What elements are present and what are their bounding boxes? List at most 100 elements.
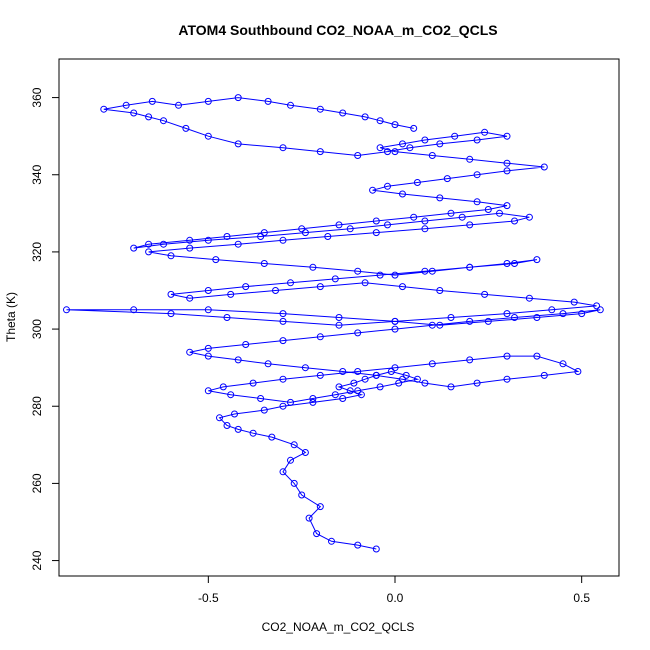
data-point: [484, 206, 492, 213]
data-point: [339, 395, 347, 402]
data-point: [223, 422, 231, 429]
data-point: [391, 271, 399, 279]
data-point: [436, 194, 444, 202]
data-point: [503, 159, 511, 167]
y-tick-label: 360: [30, 87, 44, 107]
data-point: [436, 287, 444, 294]
data-point: [466, 356, 474, 364]
data-point: [511, 260, 518, 267]
data-point: [357, 391, 365, 399]
data-point: [451, 132, 459, 140]
data-point: [279, 337, 287, 345]
data-point: [167, 290, 175, 298]
data-point: [410, 124, 418, 132]
data-point: [122, 101, 130, 109]
y-tick-label: 280: [30, 396, 44, 416]
data-point: [287, 456, 294, 464]
data-point: [436, 321, 444, 329]
data-point: [503, 310, 511, 318]
data-point: [406, 144, 414, 152]
data-point: [316, 503, 324, 511]
data-point: [335, 221, 343, 229]
x-axis: -0.5 0.0 0.5: [198, 575, 590, 605]
data-point: [384, 148, 391, 156]
data-point: [227, 391, 235, 399]
data-point: [350, 379, 358, 387]
data-point: [533, 352, 541, 360]
data-point: [421, 217, 429, 225]
data-point: [204, 344, 212, 352]
data-point: [316, 105, 324, 113]
data-point: [496, 209, 503, 217]
data-point: [399, 140, 406, 148]
data-point: [391, 148, 399, 156]
data-point: [596, 306, 604, 314]
data-point: [503, 260, 511, 267]
data-point: [219, 383, 227, 391]
data-point: [503, 132, 511, 140]
data-point: [503, 375, 511, 383]
data-point: [540, 371, 548, 379]
data-point: [361, 375, 369, 383]
data-point: [100, 105, 108, 113]
y-tick-label: 340: [30, 164, 44, 184]
data-point: [272, 287, 279, 294]
data-point: [328, 537, 335, 545]
data-point: [175, 101, 182, 109]
data-point: [287, 398, 294, 406]
y-axis-label: Theta (K): [4, 292, 18, 342]
data-point: [301, 449, 309, 456]
data-point: [428, 360, 436, 368]
data-point: [301, 364, 309, 372]
data-point: [313, 530, 321, 538]
data-point: [503, 202, 511, 210]
data-point: [428, 321, 436, 329]
data-point: [503, 352, 511, 360]
data-point: [298, 225, 306, 233]
data-point: [249, 379, 257, 387]
data-point: [160, 240, 167, 248]
data-point: [421, 225, 429, 233]
data-point: [305, 514, 313, 522]
data-point: [186, 236, 194, 244]
data-point: [361, 113, 369, 121]
data-point: [376, 144, 384, 152]
data-point: [399, 190, 406, 198]
data-point: [413, 179, 421, 186]
data-series: [63, 94, 604, 553]
data-point: [279, 375, 287, 383]
data-point: [473, 198, 481, 206]
data-point: [372, 545, 380, 553]
data-point: [186, 294, 194, 302]
data-point: [290, 479, 298, 487]
data-point: [447, 209, 455, 217]
data-point: [316, 333, 324, 341]
data-point: [287, 279, 294, 287]
data-point: [511, 217, 518, 225]
data-point: [316, 283, 324, 291]
data-point: [268, 433, 276, 441]
data-point: [279, 402, 287, 410]
data-point: [279, 236, 287, 244]
data-point: [204, 352, 212, 360]
data-point: [481, 128, 489, 136]
data-point: [593, 302, 601, 310]
data-point: [346, 225, 354, 233]
data-point: [484, 317, 492, 325]
data-point: [234, 240, 242, 248]
data-point: [301, 229, 309, 237]
data-point: [324, 233, 332, 240]
data-point: [212, 256, 220, 264]
data-point: [384, 182, 391, 190]
data-point: [372, 371, 380, 379]
data-point: [361, 279, 369, 287]
data-point: [309, 395, 317, 402]
series-line: [66, 97, 601, 550]
data-point: [167, 252, 175, 260]
data-point: [570, 298, 578, 306]
data-point: [339, 109, 347, 117]
data-point: [204, 236, 212, 244]
data-point: [511, 314, 518, 321]
data-point: [264, 360, 272, 368]
data-point: [458, 213, 466, 221]
